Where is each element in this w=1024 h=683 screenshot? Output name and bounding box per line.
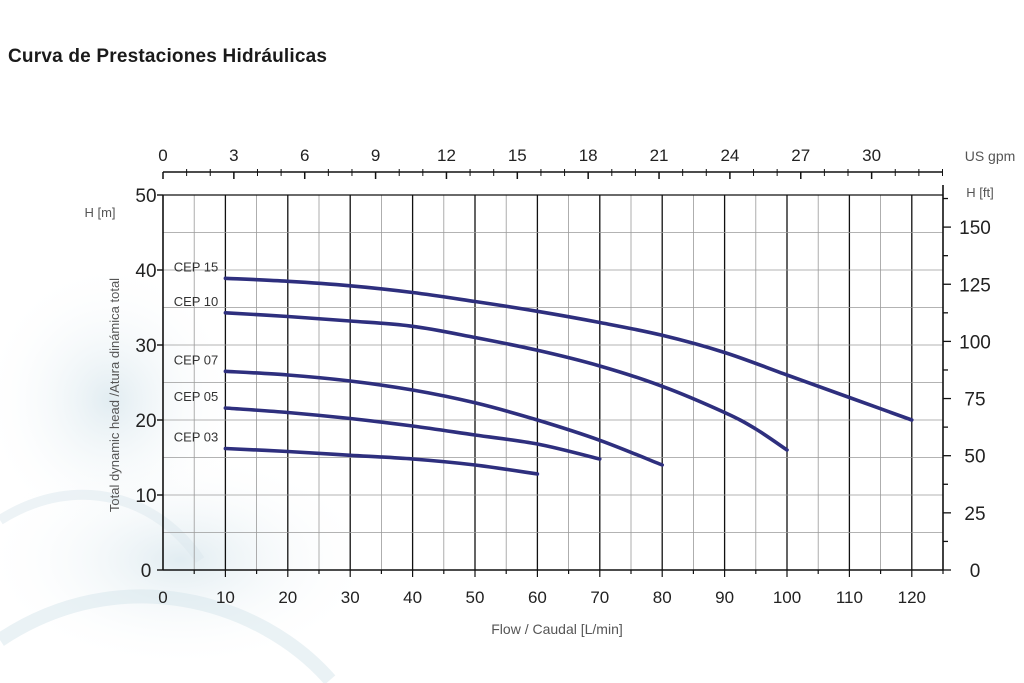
gpm-tick-label: 30 <box>862 146 881 165</box>
ft-tick-label: 25 <box>964 504 985 525</box>
x-tick-label: 20 <box>278 588 297 607</box>
ft-tick-label: 125 <box>959 275 991 296</box>
curve-cep-10 <box>223 311 789 452</box>
y-tick-label: 40 <box>135 261 156 282</box>
pump-curves <box>223 276 914 476</box>
right-unit-label: H [ft] <box>966 185 993 200</box>
axis-labels: 0 3 6 9 12 15 18 21 24 27 30 US gpm 0 10 20 30 40 50 60 70 8… <box>84 146 1015 637</box>
series-label-cep-15: CEP 15 <box>174 259 219 274</box>
gpm-tick-label: 3 <box>229 146 238 165</box>
gpm-unit-label: US gpm <box>965 148 1016 164</box>
y-tick-label: 10 <box>135 486 156 507</box>
gpm-tick-label: 0 <box>158 146 167 165</box>
x-tick-label: 30 <box>341 588 360 607</box>
y-tick-label: 50 <box>135 186 156 207</box>
gpm-tick-label: 21 <box>650 146 669 165</box>
gpm-tick-label: 15 <box>508 146 527 165</box>
x-tick-label: 120 <box>898 588 926 607</box>
gpm-tick-label: 6 <box>300 146 309 165</box>
series-label-cep-03: CEP 03 <box>174 430 219 445</box>
curve-cep-15 <box>223 276 914 422</box>
x-tick-label: 50 <box>466 588 485 607</box>
left-unit-label: H [m] <box>84 205 115 220</box>
series-label-cep-10: CEP 10 <box>174 294 219 309</box>
page-title: Curva de Prestaciones Hidráulicas <box>8 46 328 67</box>
curve-cep-05 <box>223 406 602 461</box>
ft-tick-label: 0 <box>970 561 981 582</box>
series-label-cep-07: CEP 07 <box>174 352 219 367</box>
curve-cep-07 <box>223 369 664 467</box>
x-axis-title: Flow / Caudal [L/min] <box>491 621 623 637</box>
series-label-cep-05: CEP 05 <box>174 389 219 404</box>
y-tick-label: 0 <box>141 561 152 582</box>
gpm-tick-label: 24 <box>720 146 739 165</box>
y-axis-title: Total dynamic head /Atura dinámica total <box>107 278 122 512</box>
x-tick-label: 60 <box>528 588 547 607</box>
x-tick-label: 40 <box>403 588 422 607</box>
ft-tick-label: 75 <box>964 390 985 411</box>
gpm-tick-label: 18 <box>579 146 598 165</box>
gpm-tick-label: 27 <box>791 146 810 165</box>
gpm-tick-label: 9 <box>371 146 380 165</box>
ft-tick-label: 100 <box>959 332 991 353</box>
ft-tick-label: 50 <box>964 447 985 468</box>
curve-cep-03 <box>223 446 540 476</box>
y-tick-label: 30 <box>135 336 156 357</box>
x-tick-label: 0 <box>158 588 167 607</box>
ft-tick-label: 150 <box>959 218 991 239</box>
gpm-tick-label: 12 <box>437 146 456 165</box>
x-tick-label: 110 <box>836 588 863 607</box>
x-tick-label: 80 <box>653 588 672 607</box>
x-tick-label: 70 <box>590 588 609 607</box>
x-tick-label: 90 <box>715 588 734 607</box>
grid-lines <box>163 195 943 570</box>
y-tick-label: 20 <box>135 411 156 432</box>
axes <box>157 169 951 577</box>
x-tick-label: 100 <box>773 588 801 607</box>
x-tick-label: 10 <box>216 588 235 607</box>
